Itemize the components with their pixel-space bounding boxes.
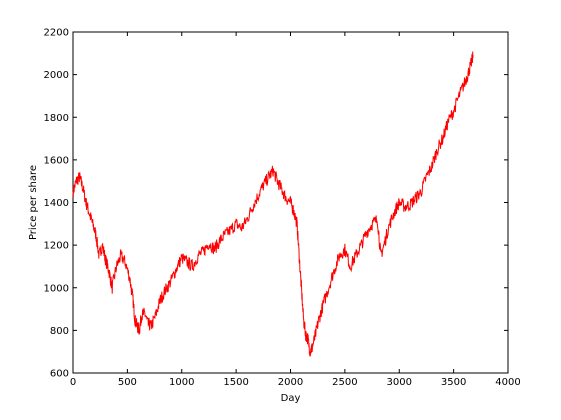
y-tick-label: 1200 [44,241,69,252]
y-tick-label: 1000 [44,283,69,294]
x-tick-label: 500 [118,377,137,388]
x-tick-label: 3500 [441,377,466,388]
plot-area [72,31,509,374]
series-line [72,51,474,357]
y-tick-label: 600 [50,369,69,380]
y-tick-label: 1400 [44,198,69,209]
y-tick-label: 2000 [44,70,69,81]
x-axis-label: Day [281,393,301,404]
x-tick-label: 2000 [278,377,303,388]
x-axis: 0 500 1000 1500 2000 2500 3000 3500 4000 [70,32,521,388]
y-tick-label: 800 [50,326,69,337]
y-tick-label: 1600 [44,155,69,166]
y-tick-label: 2200 [44,28,69,39]
y-axis: 600 800 1000 1200 1400 1600 1800 2000 2200 [44,28,508,380]
x-tick-label: 1500 [223,377,248,388]
y-axis-label: Price per share [28,165,39,240]
x-tick-label: 0 [70,377,76,388]
x-tick-label: 3000 [387,377,412,388]
x-tick-label: 4000 [495,377,520,388]
x-tick-label: 1000 [169,377,194,388]
y-tick-label: 1800 [44,113,69,124]
x-tick-label: 2500 [332,377,357,388]
